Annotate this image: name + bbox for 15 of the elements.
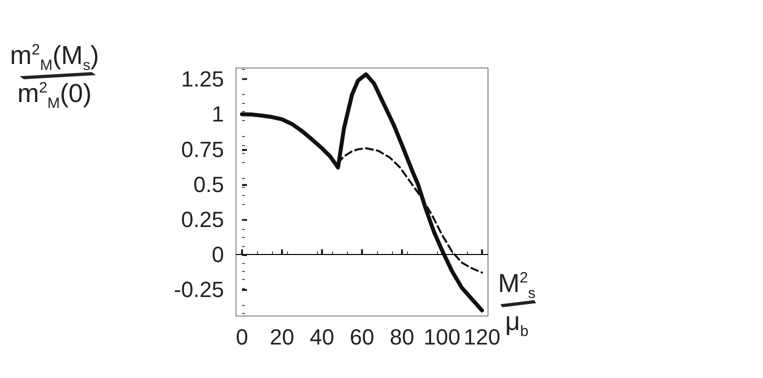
y-tick-label: 0.75 xyxy=(181,136,224,162)
y-tick-label: 0.25 xyxy=(181,206,224,232)
y-tick-label: 1.25 xyxy=(181,66,224,92)
x-tick-label: 120 xyxy=(464,324,500,350)
x-tick-label: 0 xyxy=(236,324,248,350)
y-tick-label: 0.5 xyxy=(193,172,224,197)
y-tick-label: 1 xyxy=(212,102,224,127)
x-tick-label: 100 xyxy=(424,324,460,350)
y-tick-label: 0 xyxy=(212,242,224,267)
line-series xyxy=(240,72,484,312)
x-tick-label: 40 xyxy=(310,324,334,350)
y-tick-label: -0.25 xyxy=(174,276,224,302)
x-tick-label: 80 xyxy=(390,324,414,350)
x-tick-label: 20 xyxy=(270,324,294,350)
x-tick-label: 60 xyxy=(350,324,374,350)
